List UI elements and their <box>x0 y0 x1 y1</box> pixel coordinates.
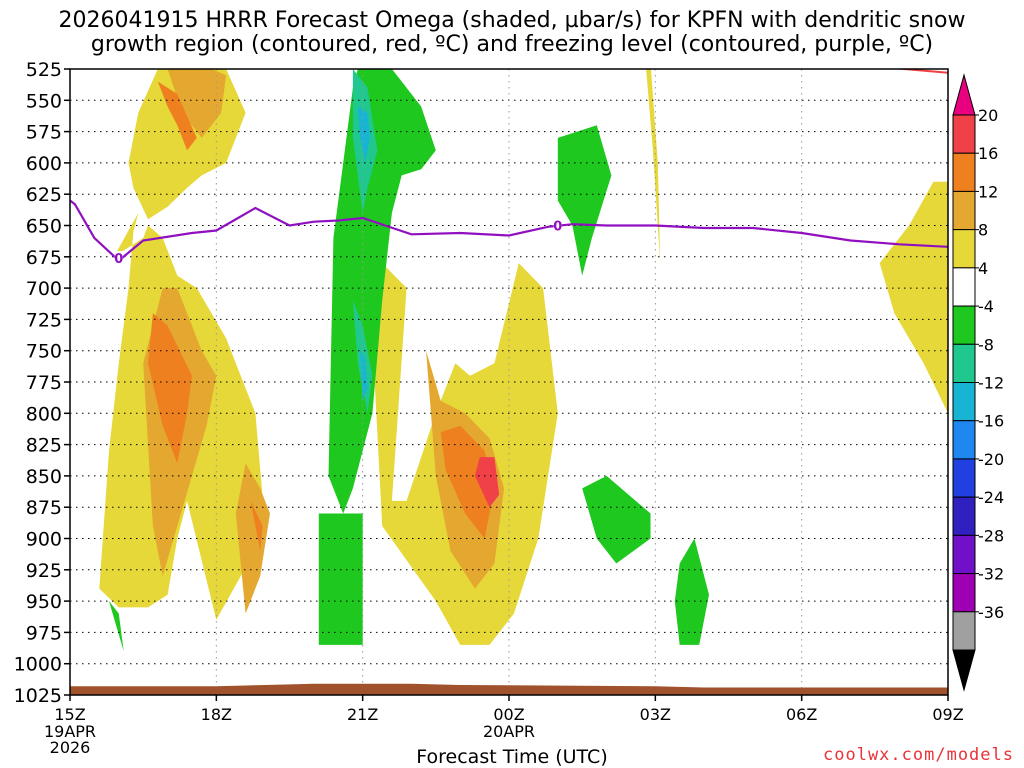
colorbar-label: -24 <box>978 488 1004 507</box>
colorbar-segment <box>952 496 976 536</box>
x-tick-sublabel: 2026 <box>50 738 91 757</box>
colorbar-label: 8 <box>978 221 988 240</box>
colorbar-label: -16 <box>978 412 1004 431</box>
y-tick-label: 1000 <box>14 654 62 676</box>
y-tick-label: 700 <box>26 278 62 300</box>
omega-region-16 <box>318 513 363 645</box>
omega-region-12 <box>440 425 495 539</box>
ground-fill <box>70 683 948 695</box>
colorbar-label: -28 <box>978 526 1004 545</box>
chart-title-line-1: 2026041915 HRRR Forecast Omega (shaded, … <box>58 8 966 33</box>
colorbar-top-arrow <box>952 73 976 116</box>
y-tick-label: 800 <box>26 403 62 425</box>
y-tick-label: 675 <box>26 247 62 269</box>
colorbar-segment <box>952 611 976 651</box>
y-tick-label: 1025 <box>14 685 62 707</box>
colorbar-label: 12 <box>978 182 998 201</box>
omega-region-19 <box>674 538 709 645</box>
colorbar-segment <box>952 420 976 460</box>
y-tick-label: 975 <box>26 622 62 644</box>
y-tick-label: 925 <box>26 560 62 582</box>
y-axis: 525 550 575 600 625 650 675 700 725 750 775 800 825 8… <box>14 59 70 707</box>
grid-lines <box>70 69 948 695</box>
y-tick-label: 625 <box>26 184 62 206</box>
credit-text: coolwx.com/models <box>823 745 1014 765</box>
freezing-level-line <box>70 199 948 263</box>
y-tick-label: 600 <box>26 153 62 175</box>
y-tick-label: 725 <box>26 309 62 331</box>
omega-region-3 <box>879 181 948 414</box>
omega-region-23 <box>360 350 368 401</box>
omega-region-14 <box>328 69 436 514</box>
y-tick-label: 525 <box>26 59 62 81</box>
colorbar-segment <box>952 152 976 192</box>
omega-region-4 <box>646 69 661 264</box>
colorbar-segment <box>952 114 976 154</box>
y-tick-label: 550 <box>26 90 62 112</box>
colorbar-segment <box>952 229 976 269</box>
freezing-level-label: 0 <box>114 252 123 267</box>
colorbar-label: -36 <box>978 603 1004 622</box>
colorbar-segment <box>952 458 976 498</box>
freezing-label-bg <box>114 251 123 265</box>
x-tick-label: 15Z <box>54 705 85 724</box>
omega-region-5 <box>167 69 227 138</box>
x-tick-label: 06Z <box>786 705 817 724</box>
omega-region-10 <box>148 313 192 464</box>
y-tick-label: 650 <box>26 216 62 238</box>
colorbar-label: -20 <box>978 450 1004 469</box>
freezing-label-bg <box>553 218 562 232</box>
x-axis-title: Forecast Time (UTC) <box>416 746 608 768</box>
y-tick-label: 875 <box>26 497 62 519</box>
x-tick-sublabel: 20APR <box>483 722 535 741</box>
colorbar-segment <box>952 305 976 345</box>
chart-title-line-2: growth region (contoured, red, ºC) and f… <box>90 32 934 57</box>
x-tick-label: 18Z <box>201 705 232 724</box>
omega-region-13 <box>474 457 500 508</box>
omega-region-7 <box>235 463 270 614</box>
colorbar-segment <box>952 190 976 231</box>
y-tick-label: 575 <box>26 122 62 144</box>
freezing-level-label: 0 <box>553 220 562 235</box>
colorbar-segment <box>952 534 976 575</box>
colorbar-segment <box>952 382 976 422</box>
omega-region-15 <box>557 125 612 276</box>
y-tick-label: 950 <box>26 591 62 613</box>
omega-region-18 <box>582 475 651 564</box>
x-tick-sublabel: 19APR <box>44 722 96 741</box>
x-tick-label: 09Z <box>932 705 963 724</box>
colorbar-label: -32 <box>978 565 1004 584</box>
colorbar-label: -8 <box>978 335 994 354</box>
y-tick-label: 900 <box>26 529 62 551</box>
omega-regions <box>99 69 948 652</box>
x-tick-label: 00Z <box>493 705 524 724</box>
x-tick-label: 21Z <box>347 705 378 724</box>
colorbar-segment <box>952 267 976 307</box>
omega-region-9 <box>157 81 197 151</box>
colorbar: 20 16 12 8 4 -4 -8 -12 -16 -20 -24 -28 -32 -36 <box>952 73 1004 692</box>
x-tick-label: 03Z <box>640 705 671 724</box>
colorbar-label: -4 <box>978 297 994 316</box>
omega-region-17 <box>99 588 124 652</box>
colorbar-segment <box>952 343 976 383</box>
colorbar-label: 20 <box>978 106 998 125</box>
colorbar-label: 16 <box>978 144 998 163</box>
y-tick-label: 750 <box>26 341 62 363</box>
omega-region-22 <box>357 106 370 163</box>
colorbar-bottom-arrow <box>952 649 976 692</box>
colorbar-label: 4 <box>978 259 988 278</box>
colorbar-segment <box>952 573 976 613</box>
terrain-ground <box>70 683 948 695</box>
y-tick-label: 825 <box>26 435 62 457</box>
y-tick-label: 850 <box>26 466 62 488</box>
colorbar-label: -12 <box>978 374 1004 393</box>
y-tick-label: 775 <box>26 372 62 394</box>
omega-region-11 <box>250 500 263 551</box>
